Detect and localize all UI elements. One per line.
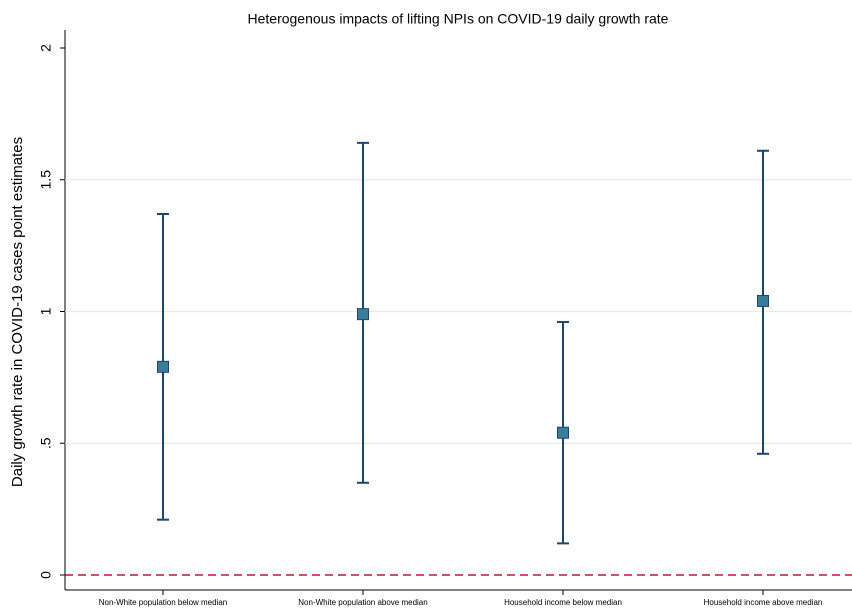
chart-title: Heterogenous impacts of lifting NPIs on … [248, 11, 669, 27]
y-tick-label: 2 [38, 44, 54, 52]
y-tick-label: 1.5 [38, 170, 54, 190]
point-estimate [157, 360, 169, 373]
x-tick-label: Household income above median [704, 598, 823, 607]
y-tick-label: 0 [38, 571, 54, 579]
y-tick-label: 1 [38, 307, 54, 315]
x-tick-label: Non-White population below median [99, 598, 228, 607]
point-estimate [757, 294, 769, 307]
point-estimate [357, 308, 369, 321]
x-tick-label: Household income below median [504, 598, 622, 607]
point-estimate [557, 426, 569, 439]
y-axis-title: Daily growth rate in COVID-19 cases poin… [9, 137, 26, 487]
y-tick-label: .5 [38, 437, 54, 449]
x-tick-label: Non-White population above median [298, 598, 427, 607]
